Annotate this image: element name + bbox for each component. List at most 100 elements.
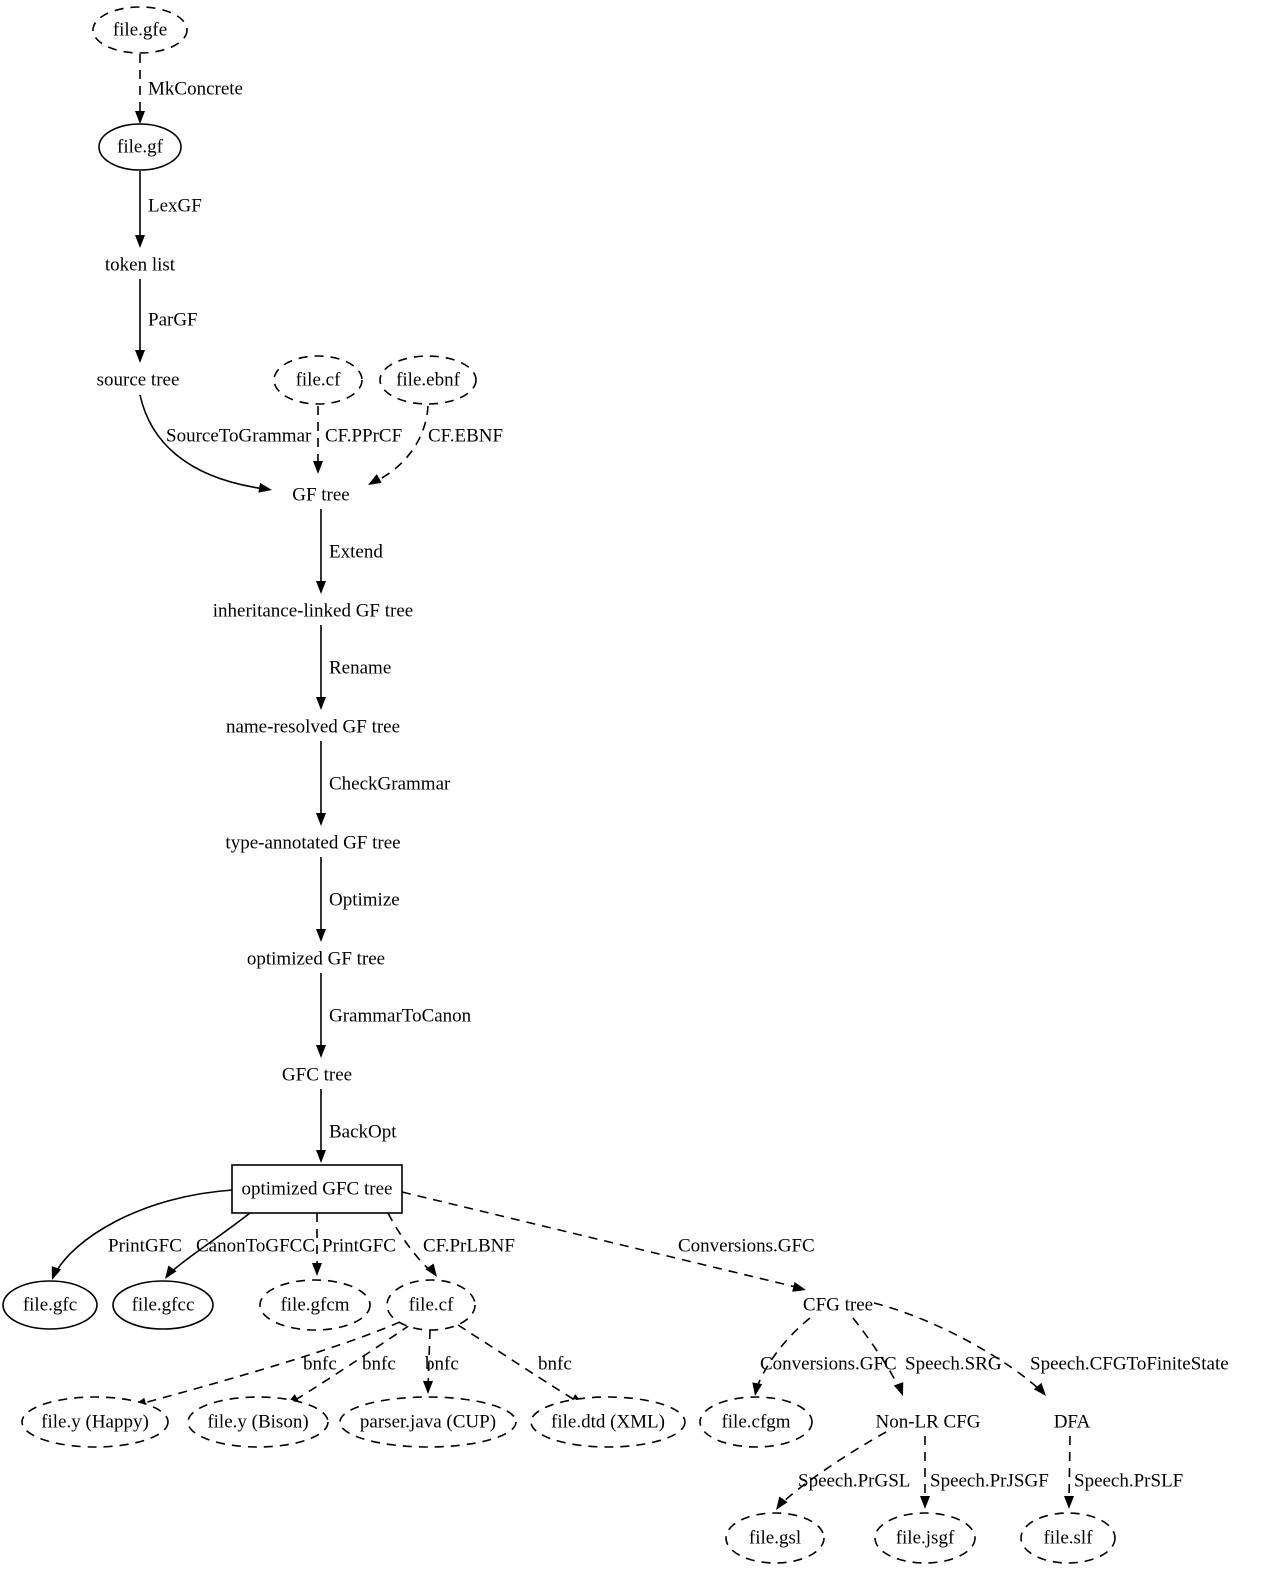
node-shape-ellipse xyxy=(2,1280,98,1330)
edge-non_lr_cfg-to-file_gsl: Speech.PrGSL xyxy=(776,1431,910,1510)
node-file_gfc[interactable]: file.gfc xyxy=(2,1280,98,1330)
edge-label: Speech.PrGSL xyxy=(798,1470,910,1491)
edge-label: Conversions.GFC xyxy=(678,1235,815,1256)
node-opt_gfc_tree[interactable]: optimized GFC tree xyxy=(231,1164,403,1214)
edge-line xyxy=(1068,1435,1071,1504)
edge-file_cf_mid-to-file_dtd: bnfc xyxy=(457,1324,584,1405)
edge-source_tree-to-gf_tree: SourceToGrammar xyxy=(139,394,312,493)
node-label: file.y (Bison) xyxy=(207,1411,308,1432)
edge-line xyxy=(457,1324,579,1403)
arrowhead xyxy=(258,482,272,493)
edge-file_gf-to-token_list: LexGF xyxy=(135,171,202,248)
edge-line xyxy=(168,1212,251,1275)
node-file_y_happy[interactable]: file.y (Happy) xyxy=(21,1396,169,1448)
node-file_cf_mid[interactable]: file.cf xyxy=(386,1279,476,1331)
node-label: file.dtd (XML) xyxy=(551,1411,665,1432)
edge-line xyxy=(373,405,429,483)
node-parser_java[interactable]: parser.java (CUP) xyxy=(339,1396,517,1448)
node-label: file.cfgm xyxy=(721,1411,790,1432)
edge-file_cf_mid-to-parser_java: bnfc xyxy=(423,1329,459,1394)
node-label: CFG tree xyxy=(803,1294,873,1315)
node-token_list[interactable]: token list xyxy=(105,254,176,275)
node-source_tree[interactable]: source tree xyxy=(97,369,180,390)
arrowhead xyxy=(316,581,326,594)
edge-cfg_tree-to-dfa: Speech.CFGToFiniteState xyxy=(873,1302,1229,1396)
edge-label: bnfc xyxy=(303,1353,337,1374)
node-file_gf[interactable]: file.gf xyxy=(98,123,182,171)
edge-label: bnfc xyxy=(538,1353,572,1374)
node-label: optimized GF tree xyxy=(247,948,385,969)
edge-line xyxy=(427,1329,431,1389)
arrowhead xyxy=(135,111,145,124)
node-shape-ellipse xyxy=(339,1396,517,1448)
node-label: file.jsgf xyxy=(896,1527,955,1548)
node-file_y_bison[interactable]: file.y (Bison) xyxy=(187,1396,329,1448)
node-label: file.ebnf xyxy=(396,369,461,390)
edge-gf_tree-to-inh_gf_tree: Extend xyxy=(316,509,383,594)
node-opt_gf_tree[interactable]: optimized GF tree xyxy=(247,948,385,969)
arrowhead xyxy=(920,1496,930,1509)
edge-label: Conversions.GFC xyxy=(760,1353,897,1374)
edge-file_gfe-to-file_gf: MkConcrete xyxy=(135,54,243,124)
node-label: file.gfe xyxy=(113,19,167,40)
node-file_gfcc[interactable]: file.gfcc xyxy=(112,1280,214,1330)
node-label: type-annotated GF tree xyxy=(225,832,400,853)
arrowhead xyxy=(316,929,326,942)
edge-line xyxy=(873,1302,1041,1391)
edge-label: Speech.PrSLF xyxy=(1074,1470,1183,1491)
node-label: GFC tree xyxy=(282,1064,352,1085)
node-gfc_tree[interactable]: GFC tree xyxy=(282,1064,352,1085)
node-file_gfcm[interactable]: file.gfcm xyxy=(259,1279,371,1331)
edge-label: CheckGrammar xyxy=(329,773,451,794)
arrowhead xyxy=(51,1266,62,1280)
node-shape-ellipse xyxy=(21,1396,169,1448)
node-file_ebnf[interactable]: file.ebnf xyxy=(379,355,477,405)
edge-line xyxy=(779,1431,887,1506)
node-label: file.slf xyxy=(1043,1527,1093,1548)
arrowhead xyxy=(893,1382,904,1396)
edge-label: CanonToGFCC xyxy=(196,1235,315,1256)
node-file_dtd[interactable]: file.dtd (XML) xyxy=(530,1396,686,1448)
node-shape-ellipse xyxy=(112,1280,214,1330)
node-name_gf_tree[interactable]: name-resolved GF tree xyxy=(226,716,400,737)
edge-inh_gf_tree-to-name_gf_tree: Rename xyxy=(316,625,391,710)
node-file_cf_top[interactable]: file.cf xyxy=(273,355,363,405)
edge-label: Speech.SRG xyxy=(905,1353,1002,1374)
edge-cfg_tree-to-non_lr_cfg: Speech.SRG xyxy=(852,1317,1002,1396)
edge-token_list-to-source_tree: ParGF xyxy=(135,279,198,363)
node-dfa[interactable]: DFA xyxy=(1054,1411,1091,1432)
node-label: GF tree xyxy=(292,484,350,505)
edge-label: bnfc xyxy=(362,1353,396,1374)
nodes-layer: file.gfe file.gf token list source tree file… xyxy=(2,6,1116,1564)
node-label: file.gf xyxy=(117,136,164,157)
node-type_gf_tree[interactable]: type-annotated GF tree xyxy=(225,832,400,853)
arrowhead xyxy=(425,1263,437,1277)
node-label: name-resolved GF tree xyxy=(226,716,400,737)
edge-gfc_tree-to-opt_gfc_tree: BackOpt xyxy=(316,1089,397,1163)
edge-label: Speech.PrJSGF xyxy=(930,1470,1049,1491)
arrowhead xyxy=(792,1282,806,1292)
node-cfg_tree[interactable]: CFG tree xyxy=(803,1294,873,1315)
arrowhead xyxy=(752,1382,763,1396)
node-file_cfgm[interactable]: file.cfgm xyxy=(699,1396,813,1448)
node-file_gsl[interactable]: file.gsl xyxy=(725,1512,825,1564)
edges-layer: MkConcrete LexGF ParGF SourceToGrammar CF.PP… xyxy=(51,54,1229,1510)
edge-label: ParGF xyxy=(148,309,198,330)
arrowhead xyxy=(312,1263,322,1276)
node-label: DFA xyxy=(1054,1411,1091,1432)
node-file_slf[interactable]: file.slf xyxy=(1020,1512,1116,1564)
node-file_jsgf[interactable]: file.jsgf xyxy=(874,1512,976,1564)
edge-label: CF.PPrCF xyxy=(325,425,402,446)
node-non_lr_cfg[interactable]: Non-LR CFG xyxy=(875,1411,980,1432)
edge-label: CF.PrLBNF xyxy=(423,1235,515,1256)
node-gf_tree[interactable]: GF tree xyxy=(292,484,350,505)
arrowhead xyxy=(1064,1496,1074,1509)
edge-label: SourceToGrammar xyxy=(166,425,312,446)
arrowhead xyxy=(316,813,326,826)
node-file_gfe[interactable]: file.gfe xyxy=(92,6,188,54)
edge-label: LexGF xyxy=(148,195,202,216)
edge-file_cf_top-to-gf_tree: CF.PPrCF xyxy=(313,406,402,474)
node-label: token list xyxy=(105,254,176,275)
node-inh_gf_tree[interactable]: inheritance-linked GF tree xyxy=(213,600,413,621)
edge-line xyxy=(54,1189,234,1275)
